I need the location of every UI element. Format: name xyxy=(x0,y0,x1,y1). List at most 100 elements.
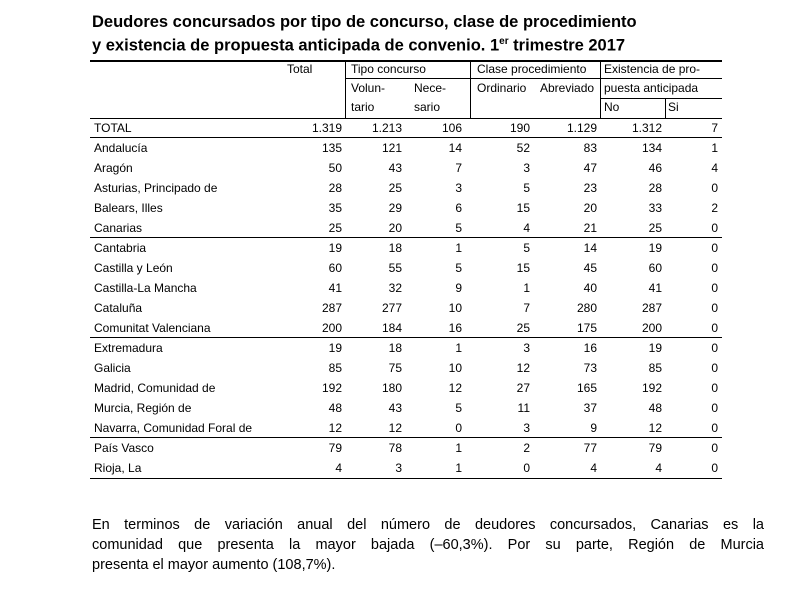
cell: 192 xyxy=(641,381,662,395)
cell: 2 xyxy=(523,441,530,455)
paragraph-line: comunidad que presenta la mayor bajada (… xyxy=(92,537,764,553)
cell: 20 xyxy=(583,201,597,215)
cell: 79 xyxy=(328,441,342,455)
cell: 0 xyxy=(711,461,718,475)
cell: 0 xyxy=(455,421,462,435)
cell: 1 xyxy=(455,441,462,455)
cell: 29 xyxy=(388,201,402,215)
header-cell: puesta anticipada xyxy=(604,81,699,95)
rule xyxy=(90,437,722,438)
row-label: Balears, Illes xyxy=(94,201,163,215)
cell: 10 xyxy=(448,361,462,375)
cell: 0 xyxy=(711,321,718,335)
cell: 1.319 xyxy=(311,121,342,135)
title-text: y existencia de propuesta anticipada de … xyxy=(92,36,500,55)
cell: 1 xyxy=(711,141,718,155)
cell: 25 xyxy=(516,321,530,335)
rule xyxy=(600,98,722,99)
title: Deudores concursados por tipo de concurs… xyxy=(92,12,637,56)
cell: 25 xyxy=(328,221,342,235)
cell: 0 xyxy=(711,381,718,395)
cell: 14 xyxy=(448,141,462,155)
cell: 0 xyxy=(711,261,718,275)
header-cell: Si xyxy=(668,100,679,114)
cell: 25 xyxy=(388,181,402,195)
cell: 0 xyxy=(711,401,718,415)
cell: 0 xyxy=(711,241,718,255)
cell: 280 xyxy=(576,301,597,315)
cell: 0 xyxy=(711,181,718,195)
cell: 16 xyxy=(448,321,462,335)
rule xyxy=(600,60,601,118)
cell: 106 xyxy=(441,121,462,135)
cell: 5 xyxy=(523,181,530,195)
row-label: Rioja, La xyxy=(94,461,142,475)
cell: 85 xyxy=(328,361,342,375)
cell: 23 xyxy=(583,181,597,195)
rule xyxy=(90,118,722,119)
cell: 19 xyxy=(648,241,662,255)
header-cell: Tipo concurso xyxy=(351,62,426,76)
rule xyxy=(90,478,722,479)
cell: 79 xyxy=(648,441,662,455)
cell: 11 xyxy=(517,401,530,415)
row-label: Galicia xyxy=(94,361,131,375)
cell: 48 xyxy=(648,401,662,415)
cell: 1.312 xyxy=(631,121,662,135)
cell: 2 xyxy=(711,201,718,215)
header-cell: Abreviado xyxy=(540,81,595,95)
row-label: Andalucía xyxy=(94,141,148,155)
cell: 41 xyxy=(328,281,342,295)
cell: 14 xyxy=(583,241,597,255)
row-label: Canarias xyxy=(94,221,143,235)
cell: 4 xyxy=(711,161,718,175)
cell: 73 xyxy=(583,361,597,375)
cell: 35 xyxy=(328,201,342,215)
cell: 6 xyxy=(455,201,462,215)
cell: 0 xyxy=(711,421,718,435)
cell: 4 xyxy=(523,221,530,235)
row-label: Cantabria xyxy=(94,241,147,255)
cell: 0 xyxy=(711,281,718,295)
header-cell: sario xyxy=(414,100,441,114)
cell: 15 xyxy=(516,261,530,275)
rule xyxy=(470,60,471,118)
row-label: Navarra, Comunidad Foral de xyxy=(94,421,253,435)
cell: 43 xyxy=(388,401,402,415)
row-label: Aragón xyxy=(94,161,133,175)
cell: 3 xyxy=(523,421,530,435)
row-label: Castilla y León xyxy=(94,261,173,275)
cell: 0 xyxy=(711,361,718,375)
cell: 1 xyxy=(455,341,462,355)
cell: 19 xyxy=(328,341,342,355)
cell: 200 xyxy=(321,321,342,335)
cell: 7 xyxy=(523,301,530,315)
cell: 287 xyxy=(641,301,662,315)
cell: 77 xyxy=(583,441,597,455)
cell: 5 xyxy=(455,261,462,275)
cell: 1 xyxy=(455,461,462,475)
header-cell: Clase procedimiento xyxy=(477,62,587,76)
cell: 18 xyxy=(388,341,402,355)
rule xyxy=(90,137,722,138)
cell: 20 xyxy=(388,221,402,235)
cell: 0 xyxy=(711,221,718,235)
cell: 165 xyxy=(576,381,597,395)
title-sup: er xyxy=(499,36,509,47)
cell: 3 xyxy=(395,461,402,475)
paragraph-line: En terminos de variación anual del númer… xyxy=(92,517,764,533)
cell: 32 xyxy=(388,281,402,295)
row-label: País Vasco xyxy=(94,441,154,455)
title-line: Deudores concursados por tipo de concurs… xyxy=(92,13,637,31)
cell: 28 xyxy=(648,181,662,195)
row-label: Comunitat Valenciana xyxy=(94,321,211,335)
cell: 5 xyxy=(455,401,462,415)
cell: 16 xyxy=(583,341,597,355)
cell: 4 xyxy=(335,461,342,475)
row-label: Asturias, Principado de xyxy=(94,181,218,195)
cell: 27 xyxy=(516,381,530,395)
header-cell: Ordinario xyxy=(477,81,527,95)
cell: 1.213 xyxy=(371,121,402,135)
cell: 15 xyxy=(516,201,530,215)
